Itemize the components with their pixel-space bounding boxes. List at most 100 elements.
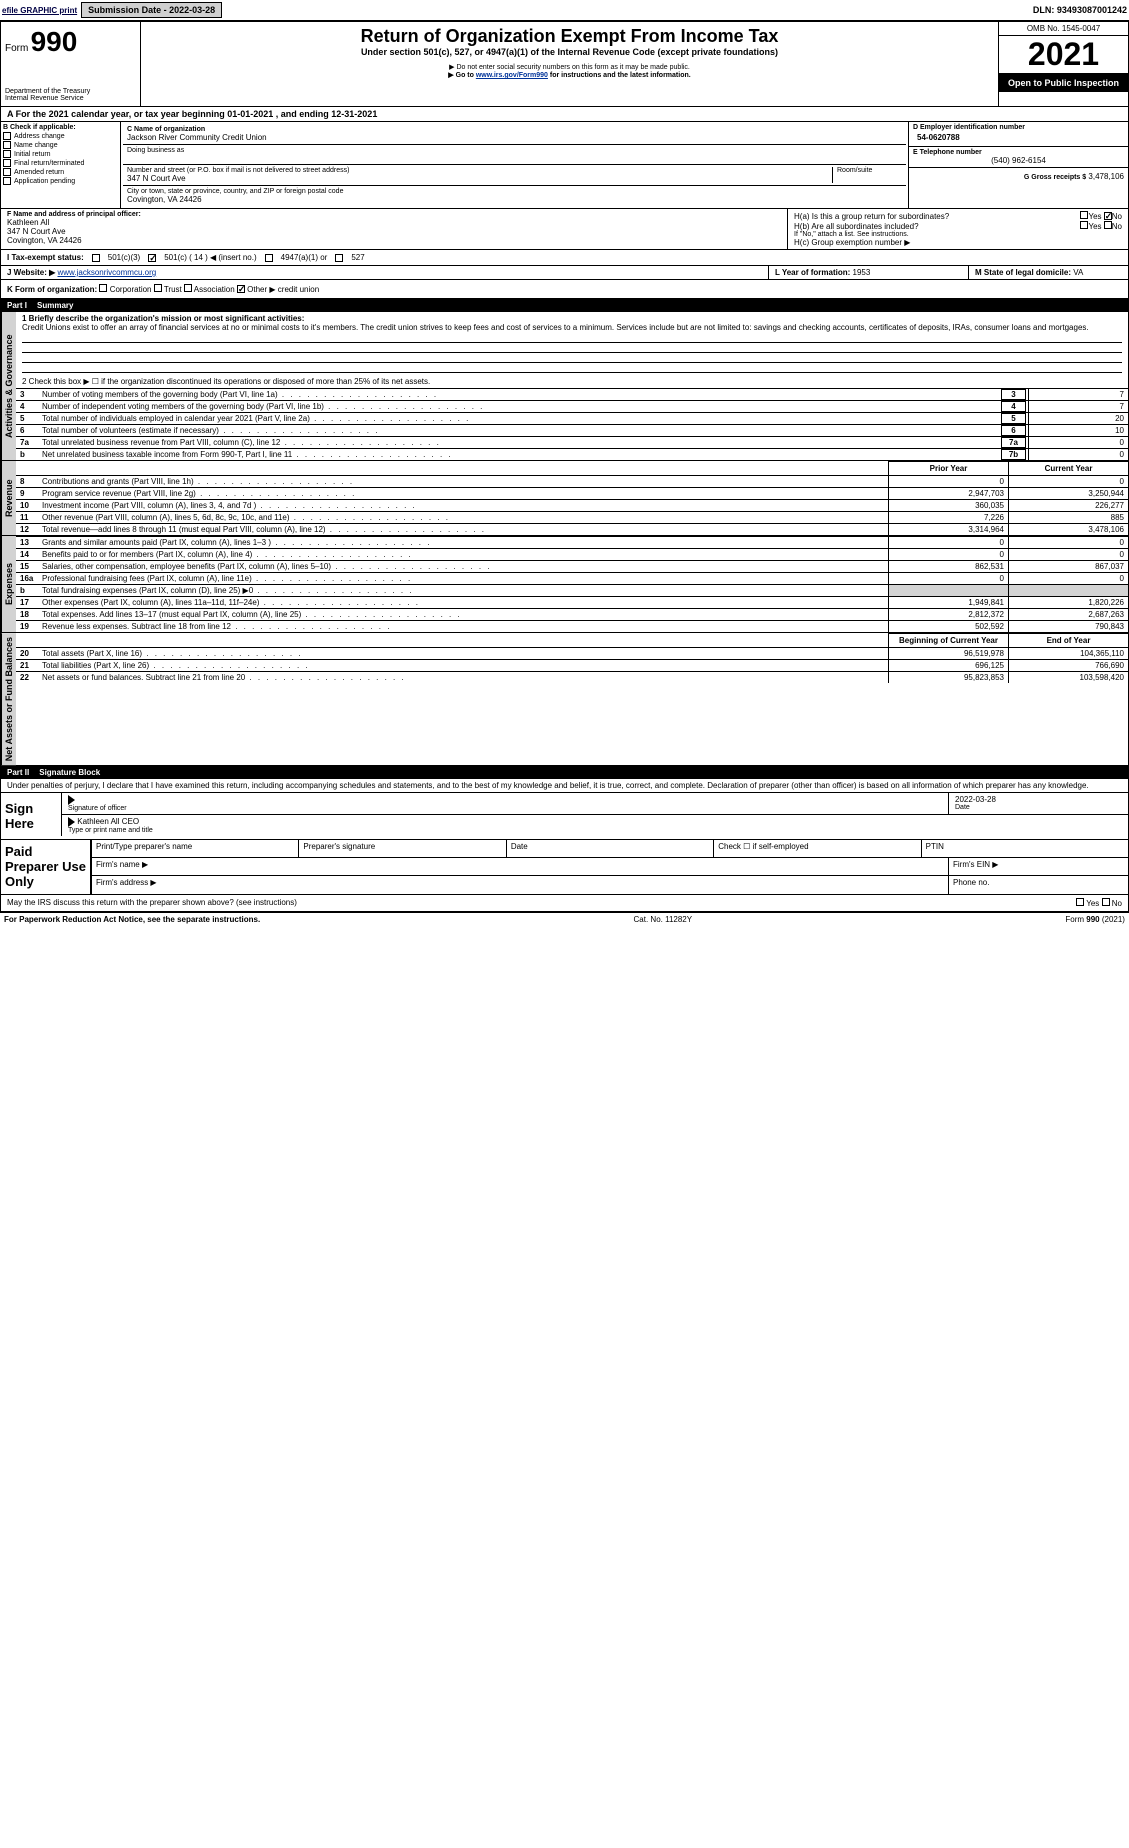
box-l-label: L Year of formation: <box>775 268 850 277</box>
omb-number: OMB No. 1545-0047 <box>999 22 1128 36</box>
sig-date-label: Date <box>955 804 1122 811</box>
mission-underline <box>22 333 1122 343</box>
form-subtitle: Under section 501(c), 527, or 4947(a)(1)… <box>145 47 994 57</box>
chk-final-return[interactable]: Final return/terminated <box>3 159 118 167</box>
perjury-text: Under penalties of perjury, I declare th… <box>0 779 1129 792</box>
pra-notice: For Paperwork Reduction Act Notice, see … <box>4 915 260 924</box>
chk-4947[interactable] <box>265 254 273 262</box>
money-line: 20Total assets (Part X, line 16)96,519,9… <box>16 647 1128 659</box>
money-line: 22Net assets or fund balances. Subtract … <box>16 671 1128 683</box>
part2-label: Part II <box>7 768 29 777</box>
gov-line: 6Total number of volunteers (estimate if… <box>16 424 1128 436</box>
dln-label: DLN: 93493087001242 <box>1033 5 1127 15</box>
efile-label[interactable]: efile GRAPHIC print <box>2 6 77 15</box>
sign-here-label: Sign Here <box>1 793 61 839</box>
summary-governance: Activities & Governance 1 Briefly descri… <box>0 312 1129 461</box>
city-label: City or town, state or province, country… <box>127 188 902 195</box>
form-number: 990 <box>31 26 78 57</box>
city-state-zip: Covington, VA 24426 <box>127 195 902 204</box>
chk-corp[interactable] <box>99 284 107 292</box>
print-name-label: Print/Type preparer's name <box>91 840 298 858</box>
part1-title: Summary <box>37 301 73 310</box>
dba-label: Doing business as <box>127 147 902 154</box>
sign-here-block: Sign Here Signature of officer 2022-03-2… <box>0 792 1129 840</box>
gov-line: 4Number of independent voting members of… <box>16 400 1128 412</box>
side-governance: Activities & Governance <box>1 312 16 460</box>
hb-label: H(b) Are all subordinates included? <box>794 222 919 231</box>
money-line: 14Benefits paid to or for members (Part … <box>16 548 1128 560</box>
chk-app-pending[interactable]: Application pending <box>3 177 118 185</box>
box-b: B Check if applicable: Address change Na… <box>1 122 121 208</box>
box-i-label: I Tax-exempt status: <box>7 253 84 262</box>
ptin-label: PTIN <box>921 840 1128 858</box>
open-public-badge: Open to Public Inspection <box>999 74 1128 92</box>
col-end: End of Year <box>1008 633 1128 647</box>
firm-name-label: Firm's name ▶ <box>91 858 948 876</box>
box-c: C Name of organization Jackson River Com… <box>121 122 908 208</box>
col-begin: Beginning of Current Year <box>888 633 1008 647</box>
chk-527[interactable] <box>335 254 343 262</box>
ha-no[interactable] <box>1104 212 1112 220</box>
money-line: 17Other expenses (Part IX, column (A), l… <box>16 596 1128 608</box>
sig-date-value: 2022-03-28 <box>955 795 1122 804</box>
money-line: bTotal fundraising expenses (Part IX, co… <box>16 584 1128 596</box>
dept-treasury: Department of the Treasury <box>5 88 136 95</box>
prep-date-label: Date <box>506 840 713 858</box>
ssn-note: ▶ Do not enter social security numbers o… <box>145 63 994 71</box>
chk-name-change[interactable]: Name change <box>3 141 118 149</box>
officer-block: F Name and address of principal officer:… <box>0 209 1129 250</box>
q2-text: 2 Check this box ▶ ☐ if the organization… <box>16 375 1128 388</box>
summary-revenue: Revenue Prior Year Current Year 8Contrib… <box>0 461 1129 536</box>
website-link[interactable]: www.jacksonrivcommcu.org <box>57 268 156 277</box>
street-label: Number and street (or P.O. box if mail i… <box>127 167 832 174</box>
year-formation: 1953 <box>853 268 871 277</box>
box-c-label: C Name of organization <box>127 126 902 133</box>
form-header: Form 990 Department of the Treasury Inte… <box>0 21 1129 107</box>
side-expenses: Expenses <box>1 536 16 632</box>
ha-label: H(a) Is this a group return for subordin… <box>794 212 949 221</box>
box-j-label: J Website: ▶ <box>7 268 55 277</box>
org-name: Jackson River Community Credit Union <box>127 133 902 142</box>
money-line: 18Total expenses. Add lines 13–17 (must … <box>16 608 1128 620</box>
sig-officer-label: Signature of officer <box>68 805 942 812</box>
chk-initial-return[interactable]: Initial return <box>3 150 118 158</box>
irs-link[interactable]: www.irs.gov/Form990 <box>476 72 548 79</box>
phone-value: (540) 962-6154 <box>913 156 1124 165</box>
part1-header: Part I Summary <box>0 299 1129 312</box>
self-employed-label: Check ☐ if self-employed <box>713 840 920 858</box>
hb-no[interactable] <box>1104 221 1112 229</box>
box-m-label: M State of legal domicile: <box>975 268 1071 277</box>
type-name-label: Type or print name and title <box>68 827 1122 834</box>
submission-date-button[interactable]: Submission Date - 2022-03-28 <box>81 2 222 18</box>
part1-label: Part I <box>7 301 27 310</box>
chk-address-change[interactable]: Address change <box>3 132 118 140</box>
chk-other[interactable] <box>237 285 245 293</box>
triangle-icon <box>68 795 75 805</box>
officer-name: Kathleen All <box>7 218 781 227</box>
chk-trust[interactable] <box>154 284 162 292</box>
money-line: 13Grants and similar amounts paid (Part … <box>16 536 1128 548</box>
chk-501c3[interactable] <box>92 254 100 262</box>
hc-label: H(c) Group exemption number ▶ <box>794 238 1122 247</box>
money-line: 9Program service revenue (Part VIII, lin… <box>16 487 1128 499</box>
form-word: Form <box>5 43 28 54</box>
prep-sig-label: Preparer's signature <box>298 840 505 858</box>
street-address: 347 N Court Ave <box>127 174 832 183</box>
gov-line: 5Total number of individuals employed in… <box>16 412 1128 424</box>
discuss-yes[interactable] <box>1076 898 1084 906</box>
money-line: 15Salaries, other compensation, employee… <box>16 560 1128 572</box>
ein-value: 54-0620788 <box>913 131 1124 144</box>
chk-amended[interactable]: Amended return <box>3 168 118 176</box>
firm-ein-label: Firm's EIN ▶ <box>948 858 1128 876</box>
chk-501c[interactable] <box>148 254 156 262</box>
period-a: A For the 2021 calendar year, or tax yea… <box>1 107 383 121</box>
chk-assoc[interactable] <box>184 284 192 292</box>
part2-title: Signature Block <box>39 768 100 777</box>
money-line: 21Total liabilities (Part X, line 26)696… <box>16 659 1128 671</box>
discuss-no[interactable] <box>1102 898 1110 906</box>
room-label: Room/suite <box>832 167 902 183</box>
paid-preparer-block: Paid Preparer Use Only Print/Type prepar… <box>0 840 1129 895</box>
part2-header: Part II Signature Block <box>0 766 1129 779</box>
gov-line: 7aTotal unrelated business revenue from … <box>16 436 1128 448</box>
money-line: 8Contributions and grants (Part VIII, li… <box>16 475 1128 487</box>
